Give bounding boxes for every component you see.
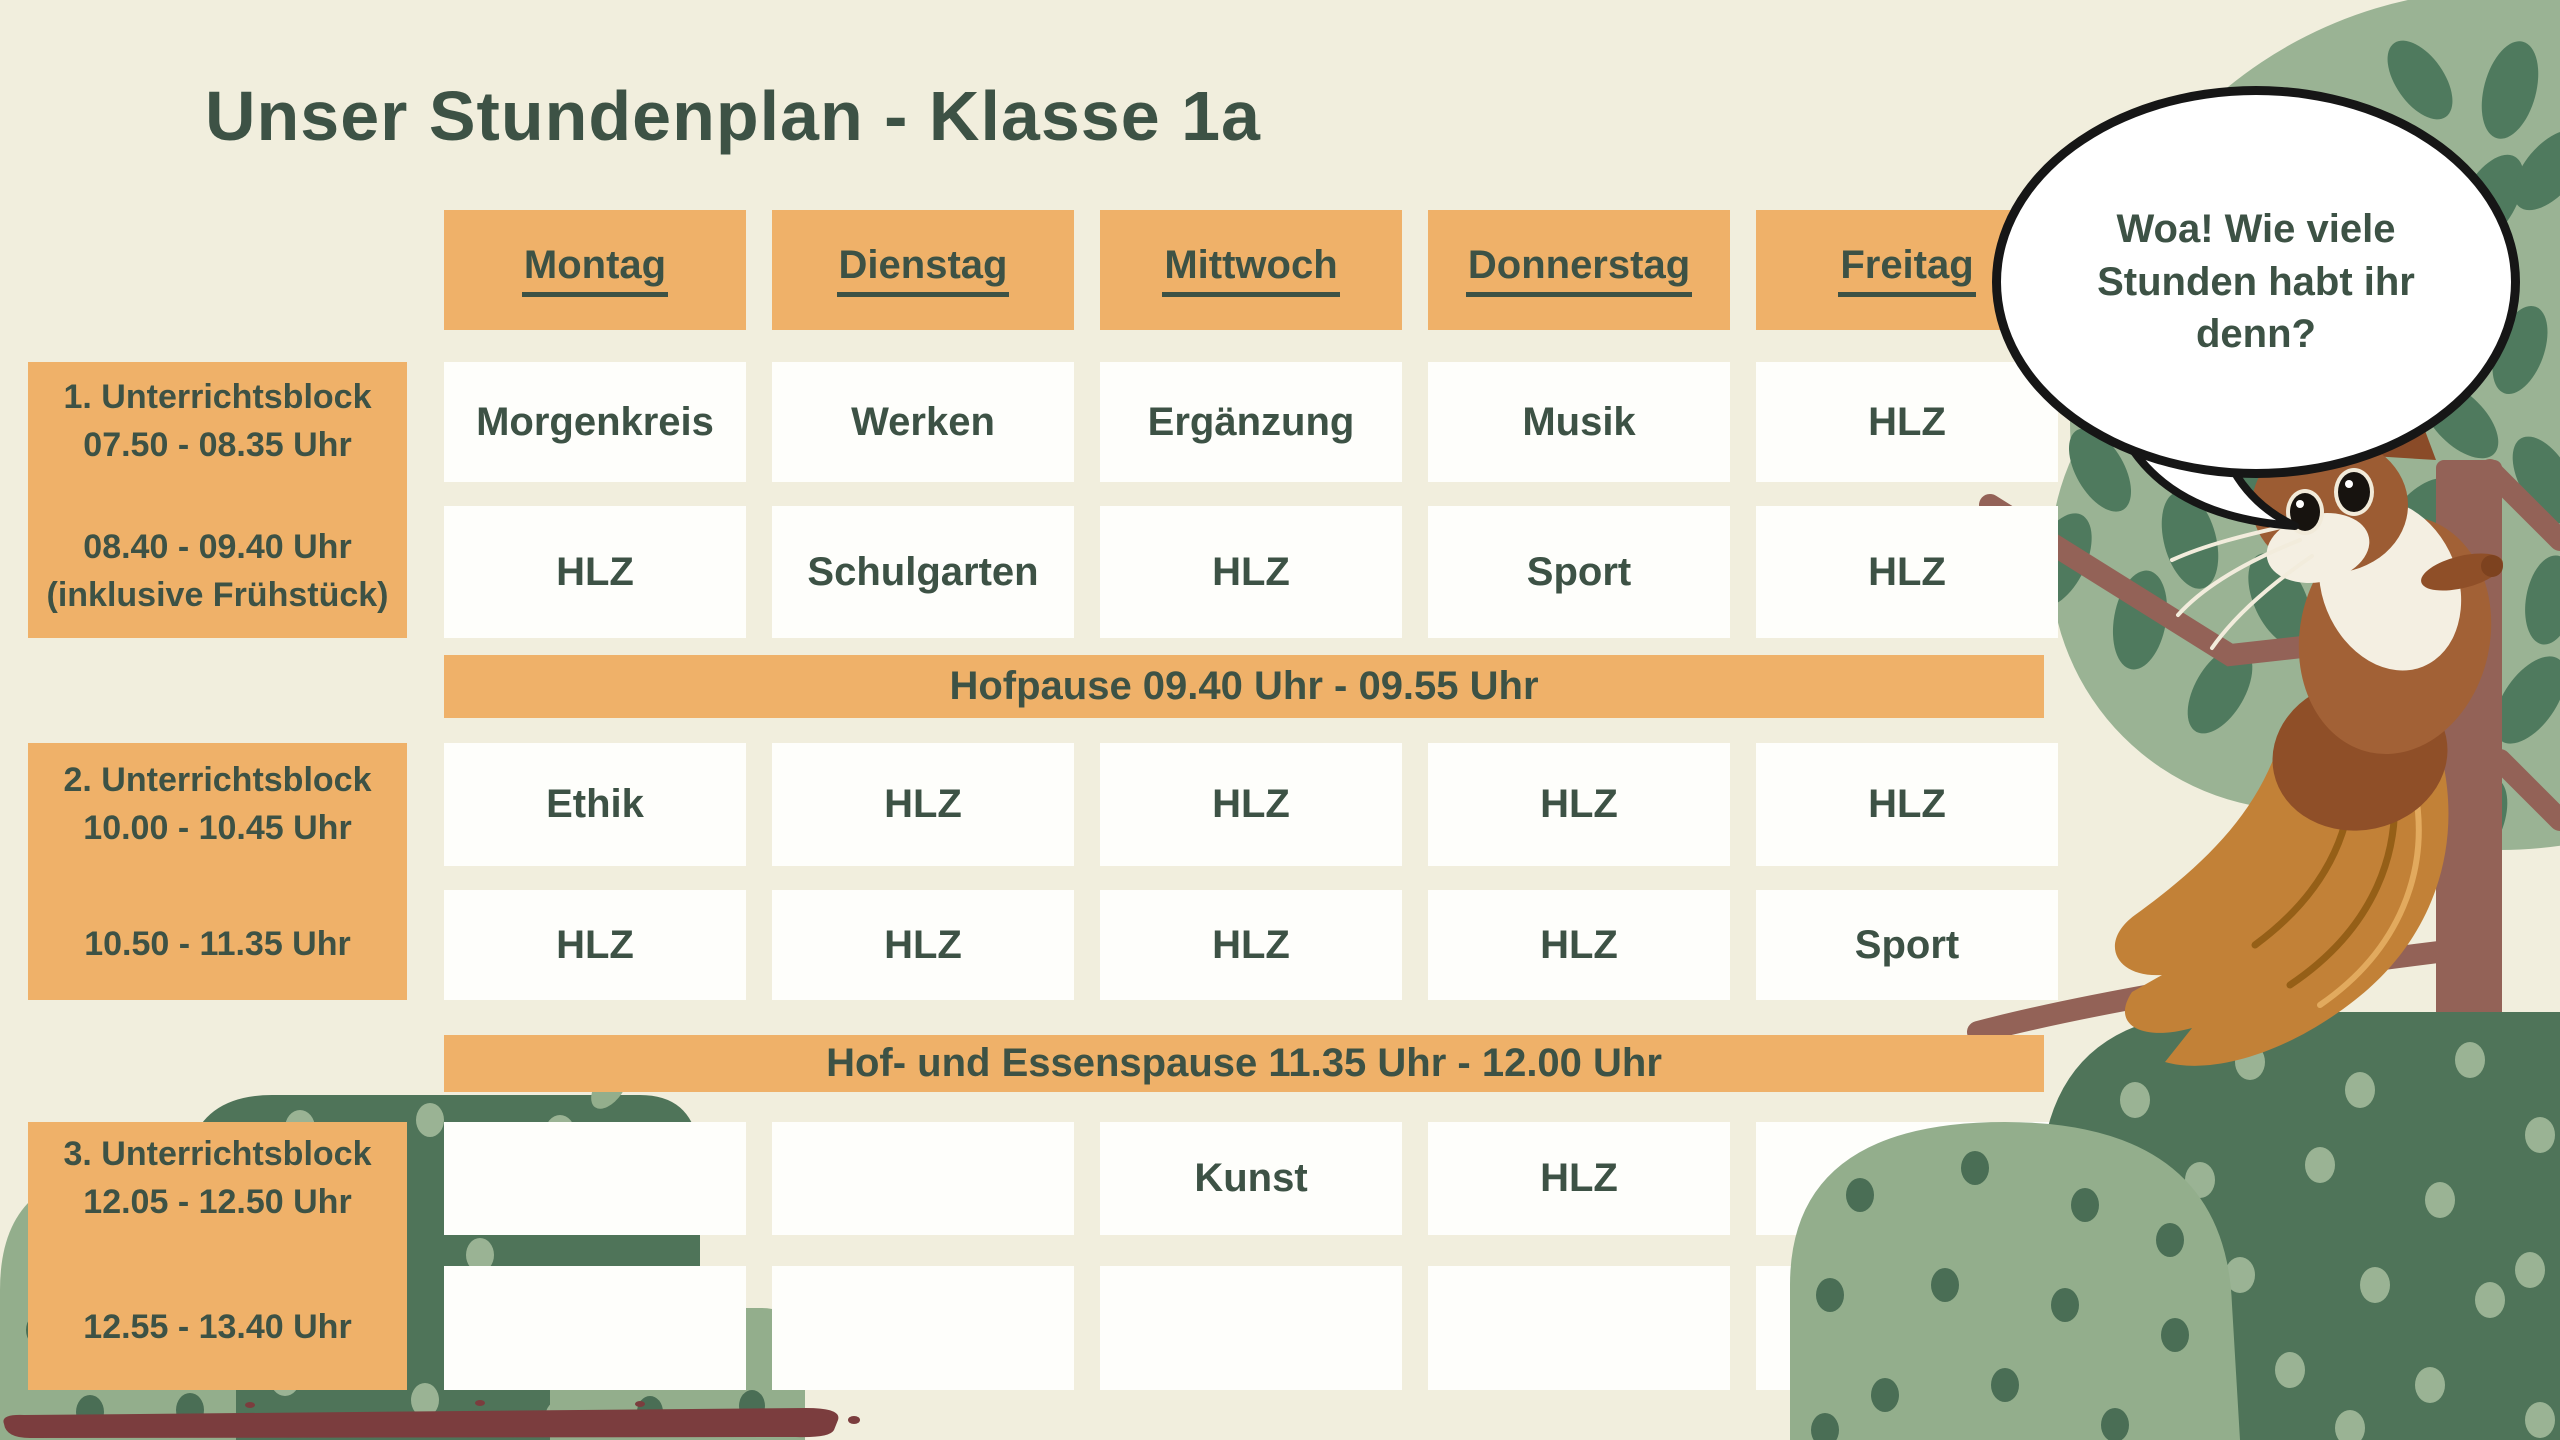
block-name: 2. Unterrichtsblock — [63, 760, 372, 799]
time-block-3: 3. Unterrichtsblock 12.05 - 12.50 Uhr 12… — [28, 1122, 407, 1390]
cell-r3-montag: Ethik — [444, 743, 746, 866]
cell-r1-donnerstag: Musik — [1428, 362, 1730, 482]
cell-r2-freitag: HLZ — [1756, 506, 2058, 638]
time-block-2: 2. Unterrichtsblock 10.00 - 10.45 Uhr 10… — [28, 743, 407, 1000]
cell-r6-mittwoch — [1100, 1266, 1402, 1390]
cell-r1-montag: Morgenkreis — [444, 362, 746, 482]
time-block-1-first: 1. Unterrichtsblock 07.50 - 08.35 Uhr — [28, 362, 407, 482]
subject-row-5: Kunst HLZ HLZ — [444, 1122, 2058, 1235]
squirrel-whiskers — [2170, 523, 2314, 650]
cell-r4-freitag: Sport — [1756, 890, 2058, 1000]
cell-r2-donnerstag: Sport — [1428, 506, 1730, 638]
block-time-note: (inklusive Frühstück) — [46, 576, 389, 614]
day-label: Freitag — [1838, 243, 1976, 297]
day-header-donnerstag: Donnerstag — [1428, 210, 1730, 330]
cell-r6-donnerstag — [1428, 1266, 1730, 1390]
day-header-dienstag: Dienstag — [772, 210, 1074, 330]
subject-row-4: HLZ HLZ HLZ HLZ Sport — [444, 890, 2058, 1000]
block-time: 10.00 - 10.45 Uhr — [83, 808, 352, 847]
squirrel-eye — [2338, 472, 2370, 512]
day-label: Donnerstag — [1465, 243, 1693, 297]
block-name: 3. Unterrichtsblock — [63, 1134, 372, 1173]
cell-r1-freitag: HLZ — [1756, 362, 2058, 482]
cell-r5-dienstag — [772, 1122, 1074, 1235]
cell-r2-montag: HLZ — [444, 506, 746, 638]
cell-r3-mittwoch: HLZ — [1100, 743, 1402, 866]
cell-r4-mittwoch: HLZ — [1100, 890, 1402, 1000]
day-label: Mittwoch — [1162, 243, 1340, 297]
time-block-1: 1. Unterrichtsblock 07.50 - 08.35 Uhr 08… — [28, 362, 407, 638]
cell-r5-mittwoch: Kunst — [1100, 1122, 1402, 1235]
time-block-3-first: 3. Unterrichtsblock 12.05 - 12.50 Uhr — [28, 1122, 407, 1235]
day-header-montag: Montag — [444, 210, 746, 330]
speech-bubble: Woa! Wie viele Stunden habt ihr denn? — [1992, 86, 2520, 478]
block-name: 1. Unterrichtsblock — [63, 378, 372, 417]
cell-r5-montag — [444, 1122, 746, 1235]
cell-r3-dienstag: HLZ — [772, 743, 1074, 866]
cell-r3-freitag: HLZ — [1756, 743, 2058, 866]
bush-illustration-right-light — [1790, 1122, 2240, 1440]
time-block-2-first: 2. Unterrichtsblock 10.00 - 10.45 Uhr — [28, 743, 407, 866]
subject-row-3: Ethik HLZ HLZ HLZ HLZ — [444, 743, 2058, 866]
cell-r6-dienstag — [772, 1266, 1074, 1390]
cell-r5-donnerstag: HLZ — [1428, 1122, 1730, 1235]
ground-stroke — [3, 1400, 860, 1438]
cell-r2-mittwoch: HLZ — [1100, 506, 1402, 638]
page-title: Unser Stundenplan - Klasse 1a — [205, 77, 1261, 155]
cell-r3-donnerstag: HLZ — [1428, 743, 1730, 866]
day-label: Montag — [521, 243, 669, 297]
break-banner-essenspause: Hof- und Essenspause 11.35 Uhr - 12.00 U… — [444, 1035, 2044, 1092]
time-block-3-second: 12.55 - 13.40 Uhr — [28, 1266, 407, 1390]
cell-r4-dienstag: HLZ — [772, 890, 1074, 1000]
break-banner-hofpause: Hofpause 09.40 Uhr - 09.55 Uhr — [444, 655, 2044, 718]
subject-row-1: Morgenkreis Werken Ergänzung Musik HLZ — [444, 362, 2058, 482]
block-time: 07.50 - 08.35 Uhr — [83, 426, 352, 464]
cell-r2-dienstag: Schulgarten — [772, 506, 1074, 638]
block-time: 08.40 - 09.40 Uhr — [83, 528, 352, 567]
block-time: 12.55 - 13.40 Uhr — [83, 1308, 352, 1347]
day-header-mittwoch: Mittwoch — [1100, 210, 1402, 330]
cell-r1-dienstag: Werken — [772, 362, 1074, 482]
day-label: Dienstag — [836, 243, 1010, 297]
block-time: 10.50 - 11.35 Uhr — [84, 925, 351, 964]
time-block-2-second: 10.50 - 11.35 Uhr — [28, 890, 407, 1000]
cell-r4-donnerstag: HLZ — [1428, 890, 1730, 1000]
cell-r1-mittwoch: Ergänzung — [1100, 362, 1402, 482]
block-time: 12.05 - 12.50 Uhr — [83, 1182, 352, 1221]
subject-row-2: HLZ Schulgarten HLZ Sport HLZ — [444, 506, 2058, 638]
cell-r4-montag: HLZ — [444, 890, 746, 1000]
time-block-1-second: 08.40 - 09.40 Uhr (inklusive Frühstück) — [28, 506, 407, 638]
cell-r6-montag — [444, 1266, 746, 1390]
